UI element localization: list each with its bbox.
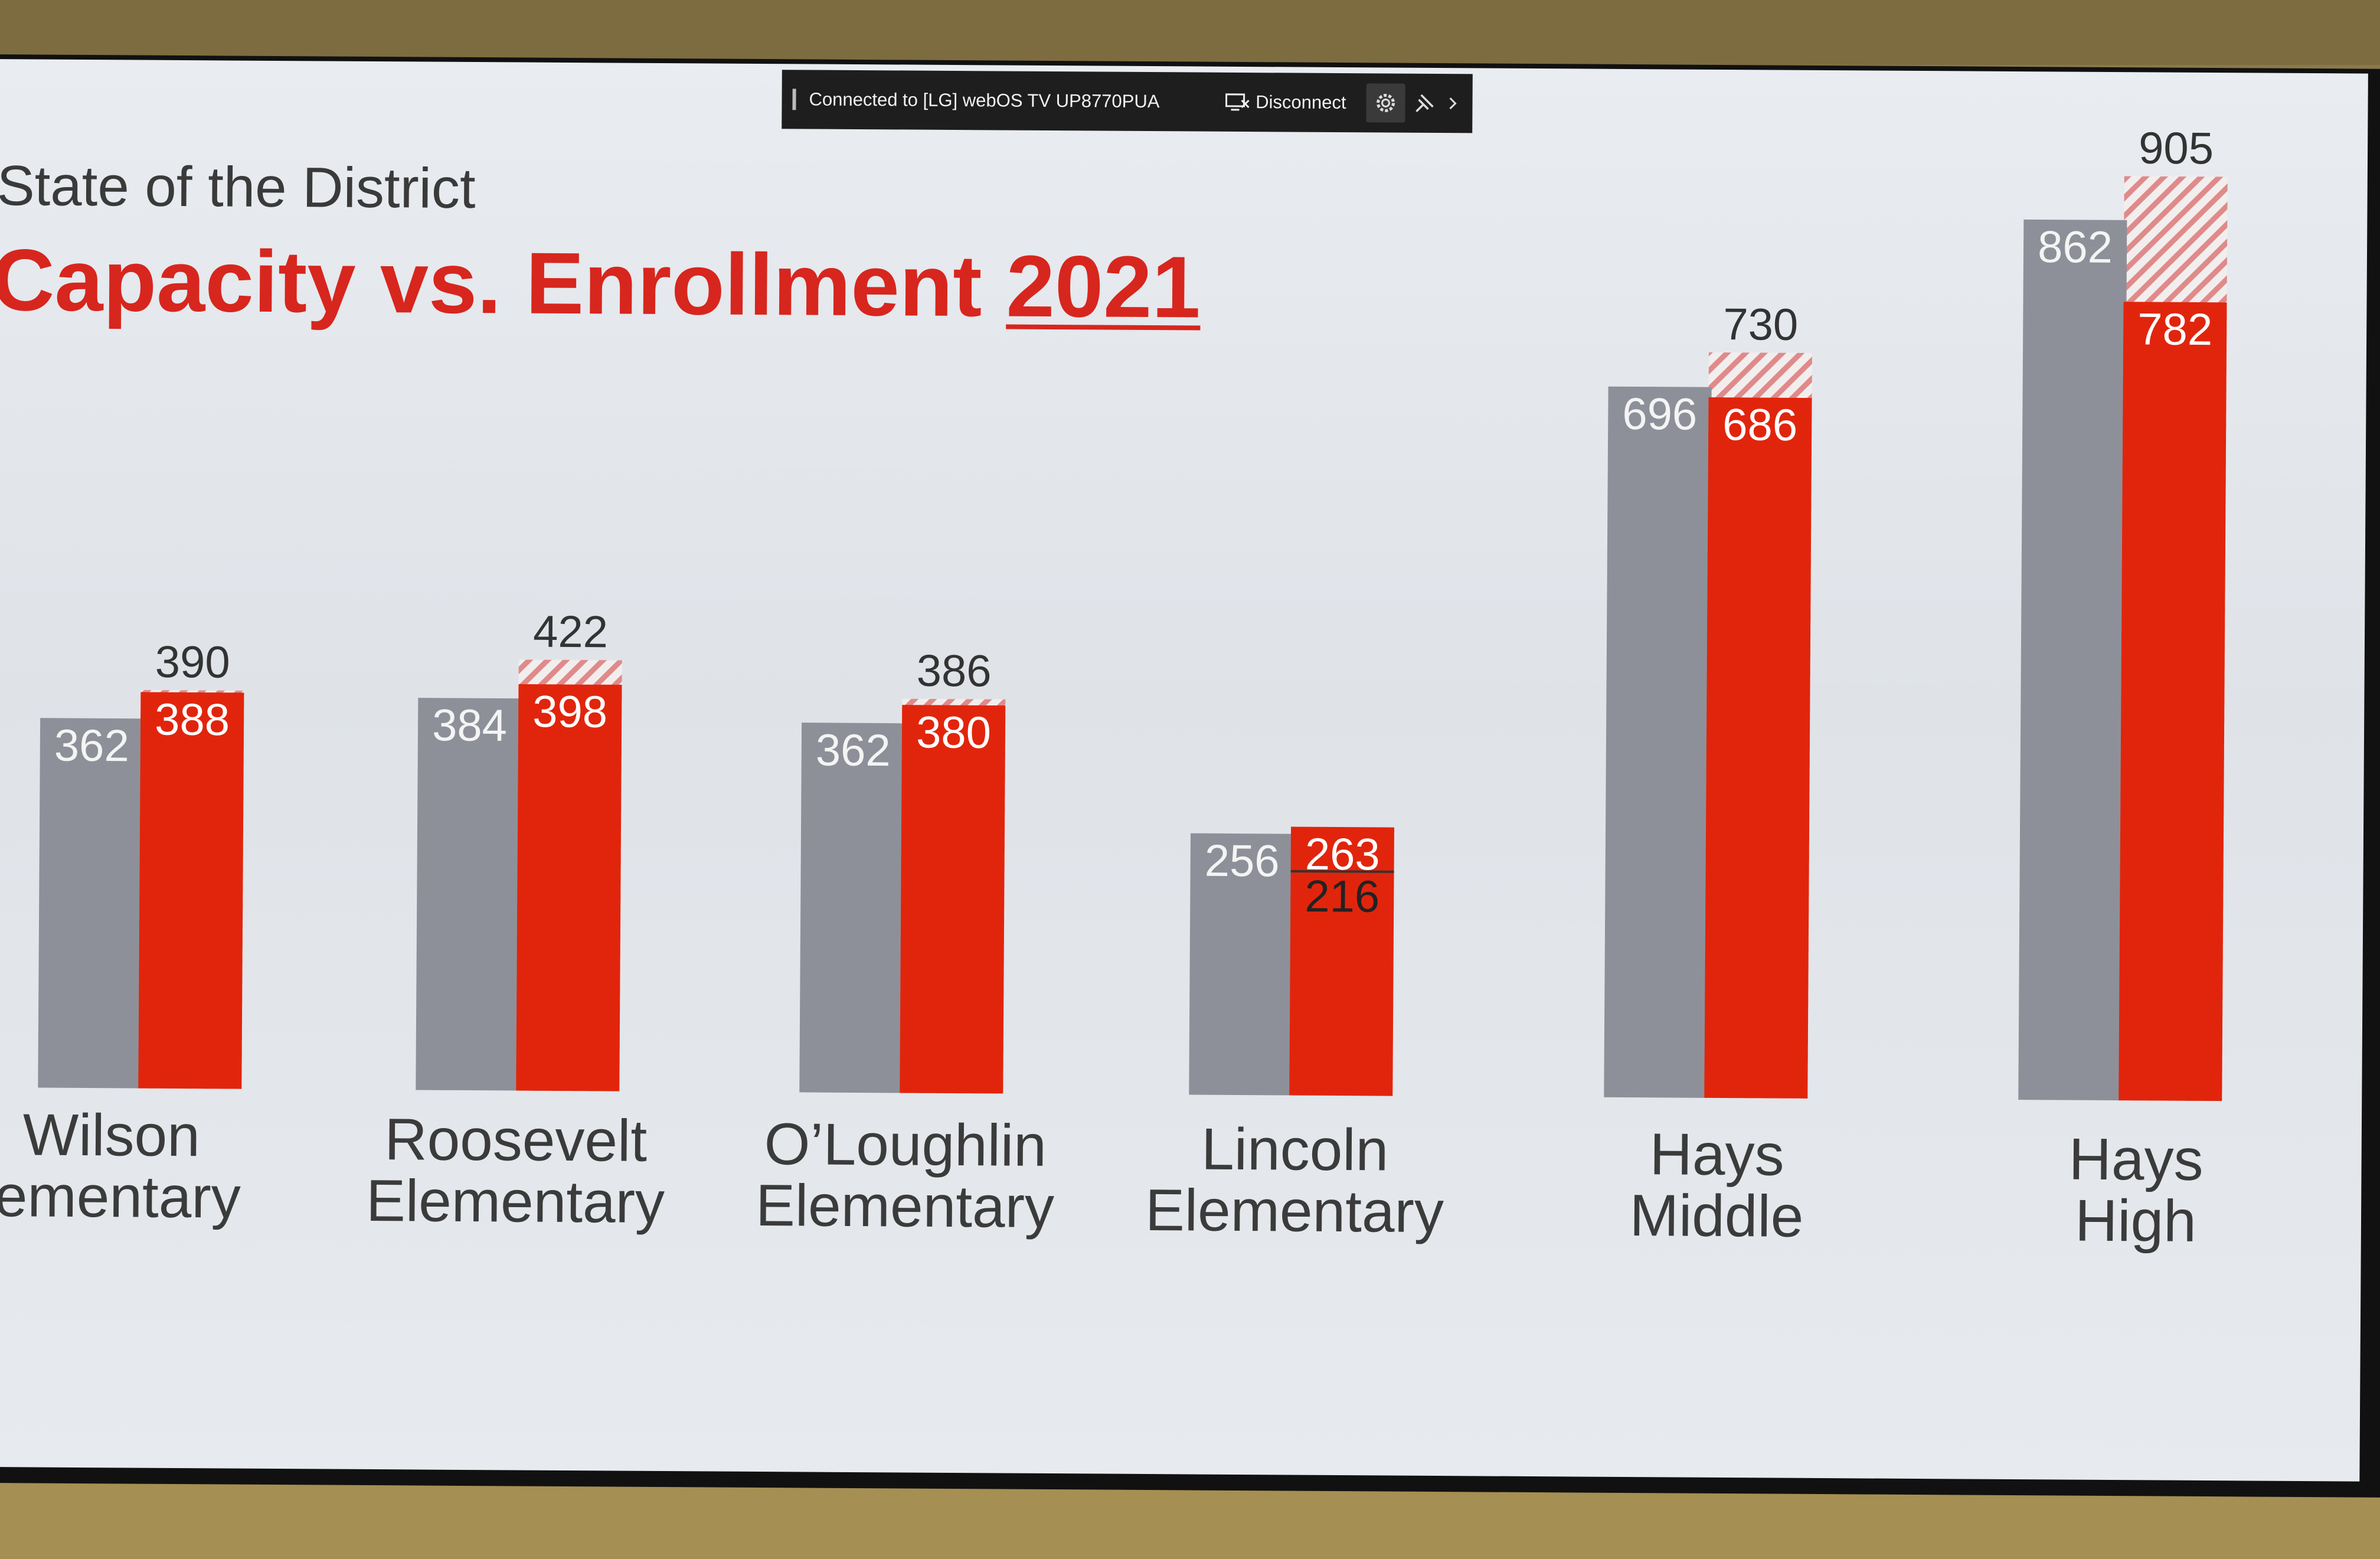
category-label-line2: Middle: [1629, 1182, 1804, 1250]
category-label: Hays Middle: [1528, 1121, 1906, 1250]
disconnect-button[interactable]: Disconnect: [1225, 91, 1346, 113]
settings-button[interactable]: [1366, 83, 1405, 123]
category-label-line1: O’Loughlin: [764, 1111, 1047, 1179]
pin-icon: [1415, 94, 1434, 113]
capacity-bar: [1189, 833, 1294, 1096]
cast-disconnect-icon: [1225, 93, 1250, 111]
enrollment-value-label: 686: [1722, 400, 1797, 450]
category-label: Hays High: [1947, 1126, 2325, 1254]
category-label-line2: lementary: [0, 1162, 241, 1231]
capacity-bar: [799, 723, 905, 1093]
category-label-line2: Elementary: [365, 1167, 665, 1236]
capacity-value-label: 696: [1622, 389, 1697, 440]
projection-value-label: 730: [1723, 299, 1798, 350]
pin-button[interactable]: [1405, 84, 1444, 123]
category-label-line1: Wilson: [22, 1102, 201, 1169]
enrollment-value-label: 388: [155, 695, 230, 746]
category-label-line1: Lincoln: [1201, 1116, 1389, 1184]
enrollment-bar: [1704, 397, 1812, 1099]
category-label: O’Loughlin Elementary: [716, 1111, 1094, 1241]
capacity-bar: [416, 698, 522, 1091]
category-label-line1: Hays: [2068, 1126, 2204, 1193]
capacity-bar: [2018, 219, 2127, 1101]
category-label-line2: Elementary: [1145, 1177, 1444, 1246]
category-label: Wilson lementary: [0, 1102, 300, 1231]
projection-value-label: 390: [155, 637, 230, 688]
enrollment-bar: [1289, 826, 1395, 1096]
cast-toolbar: Connected to [LG] webOS TV UP8770PUA Dis…: [782, 70, 1473, 133]
projection-value-label: 905: [2139, 123, 2214, 174]
enrollment-bar: [138, 692, 244, 1089]
enrollment-bar: [516, 684, 622, 1091]
category-label: Lincoln Elementary: [1106, 1116, 1484, 1246]
chevron-right-icon: [1449, 97, 1457, 110]
capacity-value-label: 256: [1205, 836, 1280, 887]
category-label-line2: High: [2074, 1187, 2197, 1254]
wall-top: [0, 0, 2380, 65]
capacity-value-label: 862: [2038, 222, 2113, 273]
capacity-bar: [1604, 386, 1712, 1098]
enrollment-value-label: 380: [916, 707, 991, 758]
category-label-line2: Elementary: [755, 1172, 1055, 1241]
tv-frame: Connected to [LG] webOS TV UP8770PUA Dis…: [0, 54, 2380, 1498]
expand-button[interactable]: [1444, 84, 1462, 123]
projection-value-label: 422: [533, 607, 608, 658]
capacity-value-label: 384: [432, 700, 507, 751]
enrollment-inner-label: 216: [1305, 871, 1379, 922]
tv-screen: Connected to [LG] webOS TV UP8770PUA Dis…: [0, 58, 2368, 1482]
enrollment-bar: [2119, 302, 2227, 1102]
enrollment-value-label: 782: [2137, 304, 2212, 355]
enrollment-value-label: 398: [532, 687, 607, 737]
category-label-line1: Roosevelt: [384, 1106, 648, 1174]
category-label-line1: Hays: [1649, 1121, 1784, 1188]
category-label: Roosevelt Elementary: [326, 1106, 705, 1236]
gear-icon: [1377, 93, 1395, 112]
capacity-value-label: 362: [816, 725, 891, 776]
capacity-bar: [38, 718, 144, 1089]
enrollment-divider: [1290, 870, 1394, 873]
projection-value-label: 386: [916, 646, 991, 697]
capacity-value-label: 362: [54, 720, 129, 771]
enrollment-bar: [900, 705, 1006, 1094]
